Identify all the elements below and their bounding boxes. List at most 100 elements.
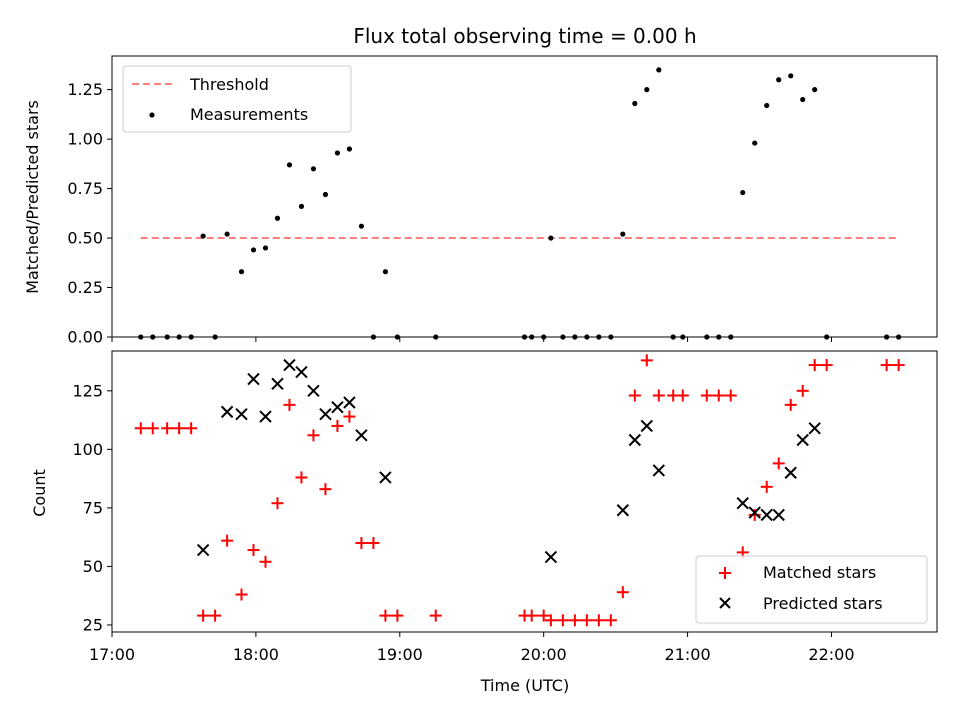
predicted-star-point [784,466,797,479]
measurement-point [200,233,206,239]
top-y-tick-label: 1.25 [67,80,103,99]
measurements-legend-label: Measurements [190,105,308,124]
matched-star-point [640,354,653,367]
bottom-y-tick-label: 75 [83,498,103,517]
x-tick-label: 18:00 [233,645,279,664]
predicted-star-point [331,400,344,414]
matched-star-point [748,508,761,521]
measurement-point [334,150,341,156]
measurement-point [620,231,626,237]
x-tick-label: 22:00 [808,645,854,664]
measurement-point [224,231,230,237]
matched-star-point [544,614,557,627]
bottom-y-tick-label: 125 [72,381,103,400]
top-y-axis-label: Matched/Predicted stars [23,100,42,294]
matched-star-point [367,537,380,550]
bottom-y-tick-label: 25 [83,615,103,634]
matched-star-point [146,422,159,435]
measurement-point [238,269,245,275]
measurement-point [656,67,662,73]
matched-star-point [247,544,260,557]
top-y-tick-label: 0.25 [67,278,103,297]
matched-star-point [355,537,368,550]
measurement-point [740,189,746,196]
measurement-point [298,203,305,209]
x-tick-label: 17:00 [89,645,135,664]
predicted-star-point [772,508,785,522]
predicted-star-point [748,506,761,519]
predicted-star-point [343,396,356,409]
bottom-legend-box [695,555,928,624]
x-tick-label: 19:00 [377,645,423,664]
matched-star-point [271,497,284,510]
matched-star-point [556,614,569,627]
measurement-point [250,247,257,253]
predicted-star-point [355,429,368,442]
matched-legend-swatch [719,567,731,579]
x-axis-label: Time (UTC) [480,676,569,695]
measurement-point [274,215,281,221]
matched-star-point [343,410,356,423]
matched-star-point [391,609,404,622]
predicted-star-point [652,464,666,477]
top-y-ticks: 0.00 0.25 0.50 0.75 1.00 1.25 [67,80,112,347]
predicted-star-point [259,410,272,423]
measurement-point [644,87,650,93]
predicted-star-point [247,372,260,386]
matched-star-point [724,389,737,402]
predicted-star-point [283,358,296,372]
matched-star-point [295,471,308,484]
bottom-axes-frame [111,350,938,633]
measurement-point [358,223,365,229]
top-axes-frame [111,55,938,338]
predicted-star-point [736,497,749,510]
bottom-plot-marks [134,354,905,627]
predicted-star-point [379,471,392,484]
predicted-star-point [796,433,809,447]
predicted-star-point [220,405,234,419]
threshold-legend-label: Threshold [189,75,269,94]
matched-star-point [652,389,665,402]
matched-star-point [616,586,629,599]
measurement-point [776,77,782,83]
matched-star-point [772,457,785,470]
measurement-point [286,162,293,168]
chart-title: Flux total observing time = 0.00 h [353,24,696,48]
matched-star-point [259,555,272,568]
x-tick-label: 21:00 [665,645,711,664]
matched-star-point [784,398,797,411]
matched-star-point [808,359,821,372]
matched-star-point [760,480,773,493]
matched-star-point [880,359,893,372]
measurement-point [800,96,806,103]
bottom-y-tick-label: 100 [72,440,103,459]
matched-star-point [379,609,392,622]
predicted-star-point [760,508,773,522]
matched-star-point [580,614,593,627]
matched-star-point [712,389,725,402]
bottom-y-ticks: 25 50 75 100 125 [72,381,112,634]
measurement-point [548,235,554,241]
predicted-star-point [307,384,320,398]
matched-star-point [307,429,320,442]
measurement-point [632,100,638,107]
matched-star-point [185,422,198,435]
measurements-legend-swatch [149,112,155,118]
matched-star-point [209,609,222,622]
predicted-star-point [295,365,308,379]
top-y-tick-label: 1.00 [67,130,103,149]
matched-star-point [628,389,641,402]
matched-star-point [604,614,617,627]
matched-star-point [161,422,174,435]
top-legend: Threshold Measurements [122,65,352,133]
matched-star-point [173,422,186,435]
matched-star-point [429,609,442,622]
bottom-y-axis-label: Count [30,469,49,517]
matched-star-point [134,422,147,435]
matched-legend-label: Matched stars [763,563,876,582]
predicted-star-point [271,377,284,390]
matched-star-point [525,609,538,622]
predicted-star-point [544,550,558,564]
matched-star-point [331,419,344,432]
predicted-star-point [808,422,821,435]
